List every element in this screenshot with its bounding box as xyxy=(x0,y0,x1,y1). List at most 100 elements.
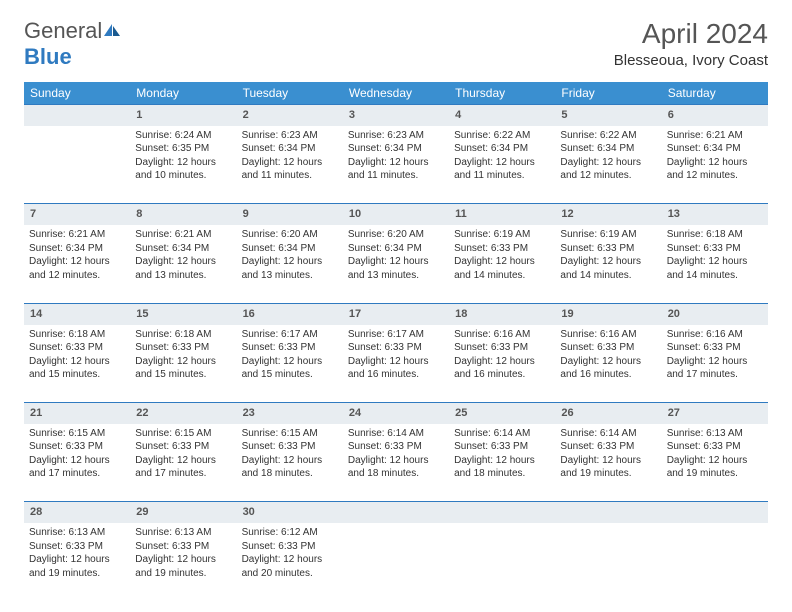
sunset-line: Sunset: 6:34 PM xyxy=(29,242,125,256)
location-text: Blesseoua, Ivory Coast xyxy=(614,52,768,69)
sunrise-line: Sunrise: 6:13 AM xyxy=(29,526,125,540)
day-cell: Sunrise: 6:18 AMSunset: 6:33 PMDaylight:… xyxy=(130,325,236,403)
day-number: 12 xyxy=(555,204,661,225)
day-number: 19 xyxy=(555,303,661,324)
sunrise-line: Sunrise: 6:16 AM xyxy=(667,328,763,342)
daylight-line: Daylight: 12 hours and 12 minutes. xyxy=(667,156,763,183)
weekday-header: Sunday xyxy=(24,82,130,105)
day-cell xyxy=(662,523,768,601)
daylight-line: Daylight: 12 hours and 11 minutes. xyxy=(454,156,550,183)
sunset-line: Sunset: 6:34 PM xyxy=(667,142,763,156)
day-number: 16 xyxy=(237,303,343,324)
day-number: 13 xyxy=(662,204,768,225)
sunset-line: Sunset: 6:34 PM xyxy=(560,142,656,156)
sunset-line: Sunset: 6:33 PM xyxy=(135,540,231,554)
day-number xyxy=(555,502,661,523)
page-title: April 2024 xyxy=(614,18,768,50)
daylight-line: Daylight: 12 hours and 17 minutes. xyxy=(135,454,231,481)
day-cell: Sunrise: 6:13 AMSunset: 6:33 PMDaylight:… xyxy=(24,523,130,601)
daylight-line: Daylight: 12 hours and 12 minutes. xyxy=(29,255,125,282)
weekday-header: Monday xyxy=(130,82,236,105)
day-content-row: Sunrise: 6:18 AM Sunset: 6:33 PM Daylight:… xyxy=(24,325,768,403)
daylight-line: Daylight: 12 hours and 19 minutes. xyxy=(135,553,231,580)
sunset-line: Sunset: 6:33 PM xyxy=(667,440,763,454)
day-content-row: Sunrise: 6:21 AMSunset: 6:34 PMDaylight:… xyxy=(24,225,768,303)
daylight-line: Daylight: 12 hours and 11 minutes. xyxy=(242,156,338,183)
daylight-line: Daylight: 12 hours and 16 minutes. xyxy=(560,355,656,382)
daylight-line: Daylight: 12 hours and 11 minutes. xyxy=(348,156,444,183)
day-cell: Sunrise: 6:19 AMSunset: 6:33 PMDaylight:… xyxy=(555,225,661,303)
sunset-line: Sunset: 6:33 PM xyxy=(348,440,444,454)
day-number: 21 xyxy=(24,403,130,424)
day-cell: Sunrise: 6:19 AMSunset: 6:33 PMDaylight:… xyxy=(449,225,555,303)
sunset-line: Sunset: 6:33 PM xyxy=(560,242,656,256)
sunrise-line: Sunrise: 6:18 AM xyxy=(29,328,125,342)
daylight-line: Daylight: 12 hours and 10 minutes. xyxy=(135,156,231,183)
sunset-line: Sunset: 6:34 PM xyxy=(242,142,338,156)
day-cell: Sunrise: 6:13 AMSunset: 6:33 PMDaylight:… xyxy=(662,424,768,502)
sunset-line: Sunset: 6:33 PM xyxy=(348,341,444,355)
daynum-row: 123456 xyxy=(24,105,768,126)
title-block: April 2024 Blesseoua, Ivory Coast xyxy=(614,18,768,69)
daylight-line: Daylight: 12 hours and 18 minutes. xyxy=(454,454,550,481)
sunset-line: Sunset: 6:34 PM xyxy=(454,142,550,156)
day-content-row: Sunrise: 6:15 AMSunset: 6:33 PMDaylight:… xyxy=(24,424,768,502)
sunrise-line: Sunrise: 6:21 AM xyxy=(29,228,125,242)
weekday-header: Wednesday xyxy=(343,82,449,105)
day-cell: Sunrise: 6:16 AMSunset: 6:33 PMDaylight:… xyxy=(662,325,768,403)
weekday-header: Thursday xyxy=(449,82,555,105)
weekday-header: Saturday xyxy=(662,82,768,105)
sunset-line: Sunset: 6:33 PM xyxy=(29,440,125,454)
day-number: 29 xyxy=(130,502,236,523)
sunset-line: Sunset: 6:34 PM xyxy=(348,242,444,256)
sunrise-line: Sunrise: 6:17 AM xyxy=(242,328,338,342)
day-number: 25 xyxy=(449,403,555,424)
sunset-line: Sunset: 6:33 PM xyxy=(135,440,231,454)
day-cell: Sunrise: 6:16 AMSunset: 6:33 PMDaylight:… xyxy=(449,325,555,403)
daylight-line: Daylight: 12 hours and 17 minutes. xyxy=(29,454,125,481)
daylight-line: Daylight: 12 hours and 14 minutes. xyxy=(667,255,763,282)
day-number: 22 xyxy=(130,403,236,424)
sunrise-line: Sunrise: 6:20 AM xyxy=(348,228,444,242)
sunrise-line: Sunrise: 6:24 AM xyxy=(135,129,231,143)
sunset-line: Sunset: 6:33 PM xyxy=(242,540,338,554)
day-number: 23 xyxy=(237,403,343,424)
sunset-line: Sunset: 6:34 PM xyxy=(348,142,444,156)
sunset-line: Sunset: 6:33 PM xyxy=(242,341,338,355)
day-cell: Sunrise: 6:21 AMSunset: 6:34 PMDaylight:… xyxy=(130,225,236,303)
day-cell: Sunrise: 6:18 AMSunset: 6:33 PMDaylight:… xyxy=(662,225,768,303)
day-number: 10 xyxy=(343,204,449,225)
daynum-row: 78910111213 xyxy=(24,204,768,225)
daylight-line: Daylight: 12 hours and 13 minutes. xyxy=(348,255,444,282)
sunrise-line: Sunrise: 6:15 AM xyxy=(242,427,338,441)
sunrise-line: Sunrise: 6:17 AM xyxy=(348,328,444,342)
day-number: 7 xyxy=(24,204,130,225)
sunrise-line: Sunrise: 6:16 AM xyxy=(454,328,550,342)
day-number: 24 xyxy=(343,403,449,424)
day-number: 11 xyxy=(449,204,555,225)
daynum-row: 21222324252627 xyxy=(24,403,768,424)
day-number: 20 xyxy=(662,303,768,324)
day-number: 9 xyxy=(237,204,343,225)
daylight-line: Daylight: 12 hours and 13 minutes. xyxy=(242,255,338,282)
sunset-line: Sunset: 6:33 PM xyxy=(242,440,338,454)
day-cell: Sunrise: 6:20 AMSunset: 6:34 PMDaylight:… xyxy=(343,225,449,303)
day-cell: Sunrise: 6:23 AMSunset: 6:34 PMDaylight:… xyxy=(237,126,343,204)
daynum-row: 14151617181920 xyxy=(24,303,768,324)
day-cell: Sunrise: 6:16 AMSunset: 6:33 PMDaylight:… xyxy=(555,325,661,403)
sail-icon xyxy=(102,22,122,38)
day-number: 18 xyxy=(449,303,555,324)
sunrise-line: Sunrise: 6:15 AM xyxy=(29,427,125,441)
daylight-line: Daylight: 12 hours and 18 minutes. xyxy=(242,454,338,481)
day-cell: Sunrise: 6:12 AMSunset: 6:33 PMDaylight:… xyxy=(237,523,343,601)
day-cell: Sunrise: 6:14 AMSunset: 6:33 PMDaylight:… xyxy=(343,424,449,502)
sunrise-line: Sunrise: 6:21 AM xyxy=(135,228,231,242)
sunrise-line: Sunrise: 6:15 AM xyxy=(135,427,231,441)
day-content-row: Sunrise: 6:13 AMSunset: 6:33 PMDaylight:… xyxy=(24,523,768,601)
day-number: 2 xyxy=(237,105,343,126)
sunrise-line: Sunrise: 6:23 AM xyxy=(348,129,444,143)
day-cell: Sunrise: 6:21 AMSunset: 6:34 PMDaylight:… xyxy=(24,225,130,303)
day-number: 28 xyxy=(24,502,130,523)
sunrise-line: Sunrise: 6:16 AM xyxy=(560,328,656,342)
daylight-line: Daylight: 12 hours and 17 minutes. xyxy=(667,355,763,382)
